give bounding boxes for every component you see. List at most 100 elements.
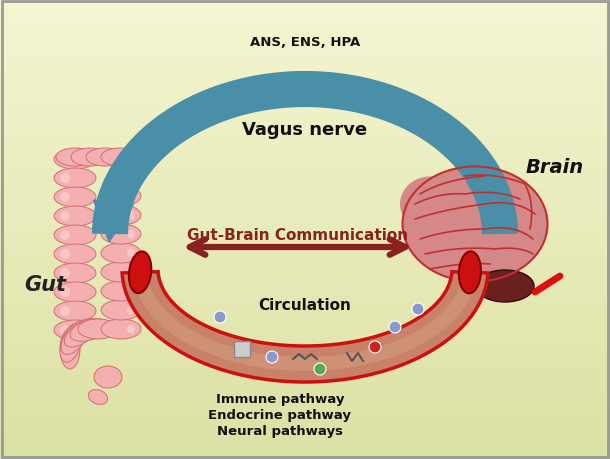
Bar (0, 431, 610, 437)
Bar (0, 78, 610, 84)
Bar (0, 184, 610, 189)
Bar (0, 454, 610, 459)
Ellipse shape (101, 243, 141, 263)
Bar (0, 271, 610, 276)
Bar (0, 73, 610, 79)
Ellipse shape (60, 269, 70, 279)
Bar (0, 376, 610, 382)
Ellipse shape (127, 249, 135, 258)
Text: Gut-Brain Communication: Gut-Brain Communication (187, 228, 408, 243)
Bar (0, 170, 610, 175)
Bar (0, 119, 610, 125)
Bar (0, 404, 610, 409)
Bar (0, 133, 610, 139)
Ellipse shape (54, 263, 96, 283)
Bar (0, 46, 610, 51)
Ellipse shape (60, 249, 70, 259)
Bar (0, 92, 610, 97)
Bar (0, 353, 610, 359)
Polygon shape (450, 276, 475, 304)
Bar (0, 289, 610, 295)
Bar (0, 294, 610, 299)
Bar (0, 115, 610, 120)
Ellipse shape (389, 321, 401, 333)
Ellipse shape (54, 150, 96, 170)
Ellipse shape (70, 319, 109, 341)
Bar (0, 151, 610, 157)
Bar (0, 41, 610, 47)
Bar (0, 129, 610, 134)
Bar (0, 308, 610, 313)
Text: ANS, ENS, HPA: ANS, ENS, HPA (250, 35, 360, 48)
Ellipse shape (127, 211, 135, 220)
Bar (0, 340, 610, 345)
Bar (0, 18, 610, 24)
Bar (0, 363, 610, 368)
Ellipse shape (101, 319, 141, 339)
Ellipse shape (54, 320, 96, 340)
Bar (0, 220, 610, 226)
Ellipse shape (101, 300, 141, 320)
Bar (0, 207, 610, 212)
Ellipse shape (101, 224, 141, 245)
Ellipse shape (369, 341, 381, 353)
Bar (0, 101, 610, 106)
Ellipse shape (60, 155, 70, 165)
Bar (0, 335, 610, 341)
Bar (0, 330, 610, 336)
Bar (0, 165, 610, 171)
Bar (0, 275, 610, 281)
Bar (0, 96, 610, 102)
Polygon shape (93, 201, 133, 242)
Bar (0, 55, 610, 61)
Bar (0, 409, 610, 414)
Bar (0, 156, 610, 162)
Bar (0, 422, 610, 428)
Ellipse shape (54, 245, 96, 264)
Bar (0, 216, 610, 221)
Ellipse shape (60, 306, 70, 316)
Ellipse shape (101, 187, 141, 207)
Bar (0, 230, 610, 235)
Bar (0, 50, 610, 56)
Bar (0, 202, 610, 207)
Bar (0, 124, 610, 129)
Bar (0, 266, 610, 272)
Bar (0, 9, 610, 15)
Bar (0, 390, 610, 396)
Bar (0, 285, 610, 290)
Ellipse shape (127, 192, 135, 201)
Ellipse shape (60, 230, 70, 241)
Ellipse shape (101, 206, 141, 225)
Bar (0, 367, 610, 373)
Ellipse shape (266, 351, 278, 363)
Bar (0, 280, 610, 285)
Bar (0, 312, 610, 318)
Text: Neural pathways: Neural pathways (217, 425, 343, 437)
Bar (0, 441, 610, 446)
Bar (0, 211, 610, 217)
Bar (0, 298, 610, 304)
Ellipse shape (127, 306, 135, 315)
Bar (0, 106, 610, 111)
Ellipse shape (101, 281, 141, 302)
Ellipse shape (60, 329, 80, 369)
Bar (0, 303, 610, 308)
Ellipse shape (54, 168, 96, 189)
Bar (0, 358, 610, 364)
Bar (0, 110, 610, 116)
Ellipse shape (400, 177, 460, 232)
Bar (0, 161, 610, 166)
Ellipse shape (412, 303, 424, 315)
Bar (0, 147, 610, 152)
Ellipse shape (127, 230, 135, 239)
Bar (0, 413, 610, 419)
Bar (0, 372, 610, 377)
Bar (0, 37, 610, 42)
Bar (0, 450, 610, 455)
Ellipse shape (86, 149, 124, 167)
Ellipse shape (459, 252, 481, 294)
Ellipse shape (54, 207, 96, 226)
Bar (0, 83, 610, 88)
Ellipse shape (60, 174, 70, 184)
